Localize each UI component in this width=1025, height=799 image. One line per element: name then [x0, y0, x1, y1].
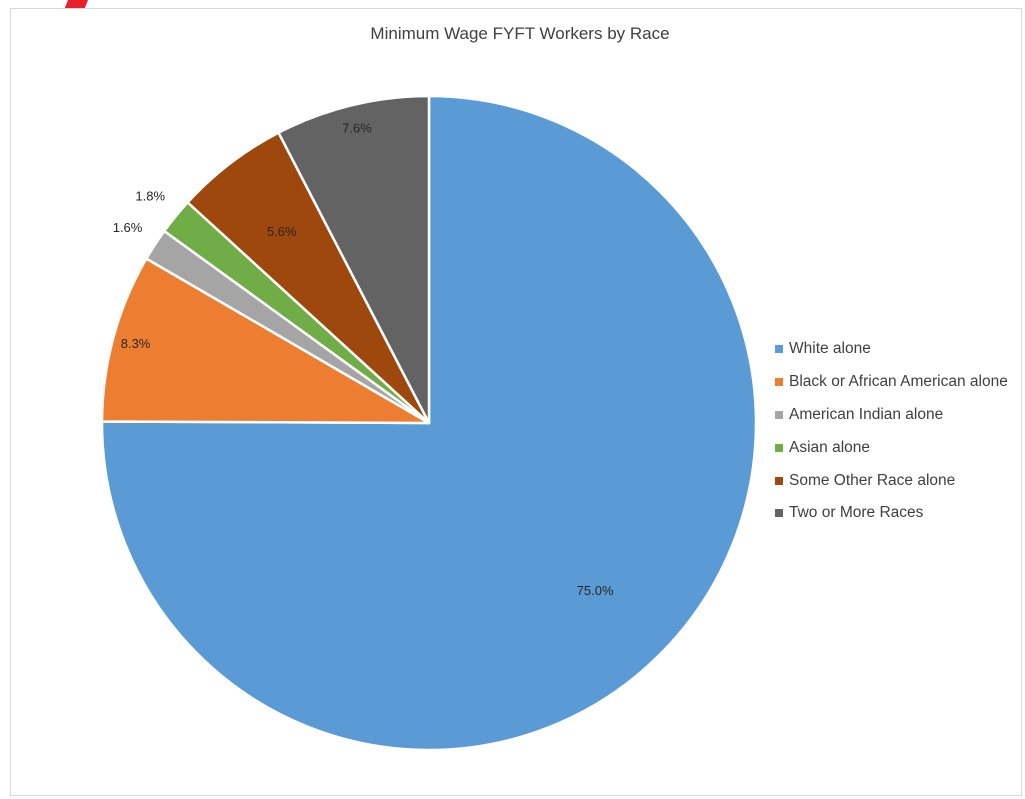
legend-label: American Indian alone	[789, 405, 944, 423]
pie-slices	[100, 94, 758, 752]
legend-swatch	[775, 509, 783, 518]
legend-label: Asian alone	[789, 438, 871, 456]
data-label-some-other-race-alone: 5.6%	[267, 224, 297, 239]
data-label-white-alone: 75.0%	[577, 583, 614, 598]
data-label-two-or-more-races: 7.6%	[342, 121, 372, 136]
legend-item-white-alone: White alone	[775, 333, 1008, 366]
legend-swatch	[775, 345, 783, 354]
pie-data-labels: 75.0% 8.3% 1.6% 1.8% 5.6% 7.6%	[113, 121, 614, 598]
legend-label: Black or African American alone	[789, 373, 1008, 391]
legend-swatch	[775, 410, 783, 419]
pie-slice-white-alone	[100, 94, 758, 752]
chart-title: Minimum Wage FYFT Workers by Race	[370, 24, 670, 43]
legend-item-some-other-race-alone: Some Other Race alone	[775, 464, 1008, 497]
legend-swatch	[775, 378, 783, 387]
legend-item-two-or-more-races: Two or More Races	[775, 497, 1008, 530]
pie-slice-black-or-african-american-alone	[100, 257, 431, 425]
legend-item-asian-alone: Asian alone	[775, 431, 1008, 464]
legend-label: Two or More Races	[789, 504, 924, 522]
pie-slice-two-or-more-races	[277, 94, 431, 425]
legend-label: Some Other Race alone	[789, 471, 956, 489]
data-label-asian-alone: 1.8%	[135, 189, 165, 204]
legend-label: White alone	[789, 340, 871, 358]
legend-swatch	[775, 443, 783, 452]
chart-legend: White alone Black or African American alo…	[775, 333, 1008, 530]
data-label-american-indian-alone: 1.6%	[113, 220, 143, 235]
legend-item-black-or-african-american-alone: Black or African American alone	[775, 366, 1008, 399]
legend-swatch	[775, 476, 783, 485]
data-label-black-or-african-american-alone: 8.3%	[121, 336, 151, 351]
legend-item-american-indian-alone: American Indian alone	[775, 399, 1008, 432]
